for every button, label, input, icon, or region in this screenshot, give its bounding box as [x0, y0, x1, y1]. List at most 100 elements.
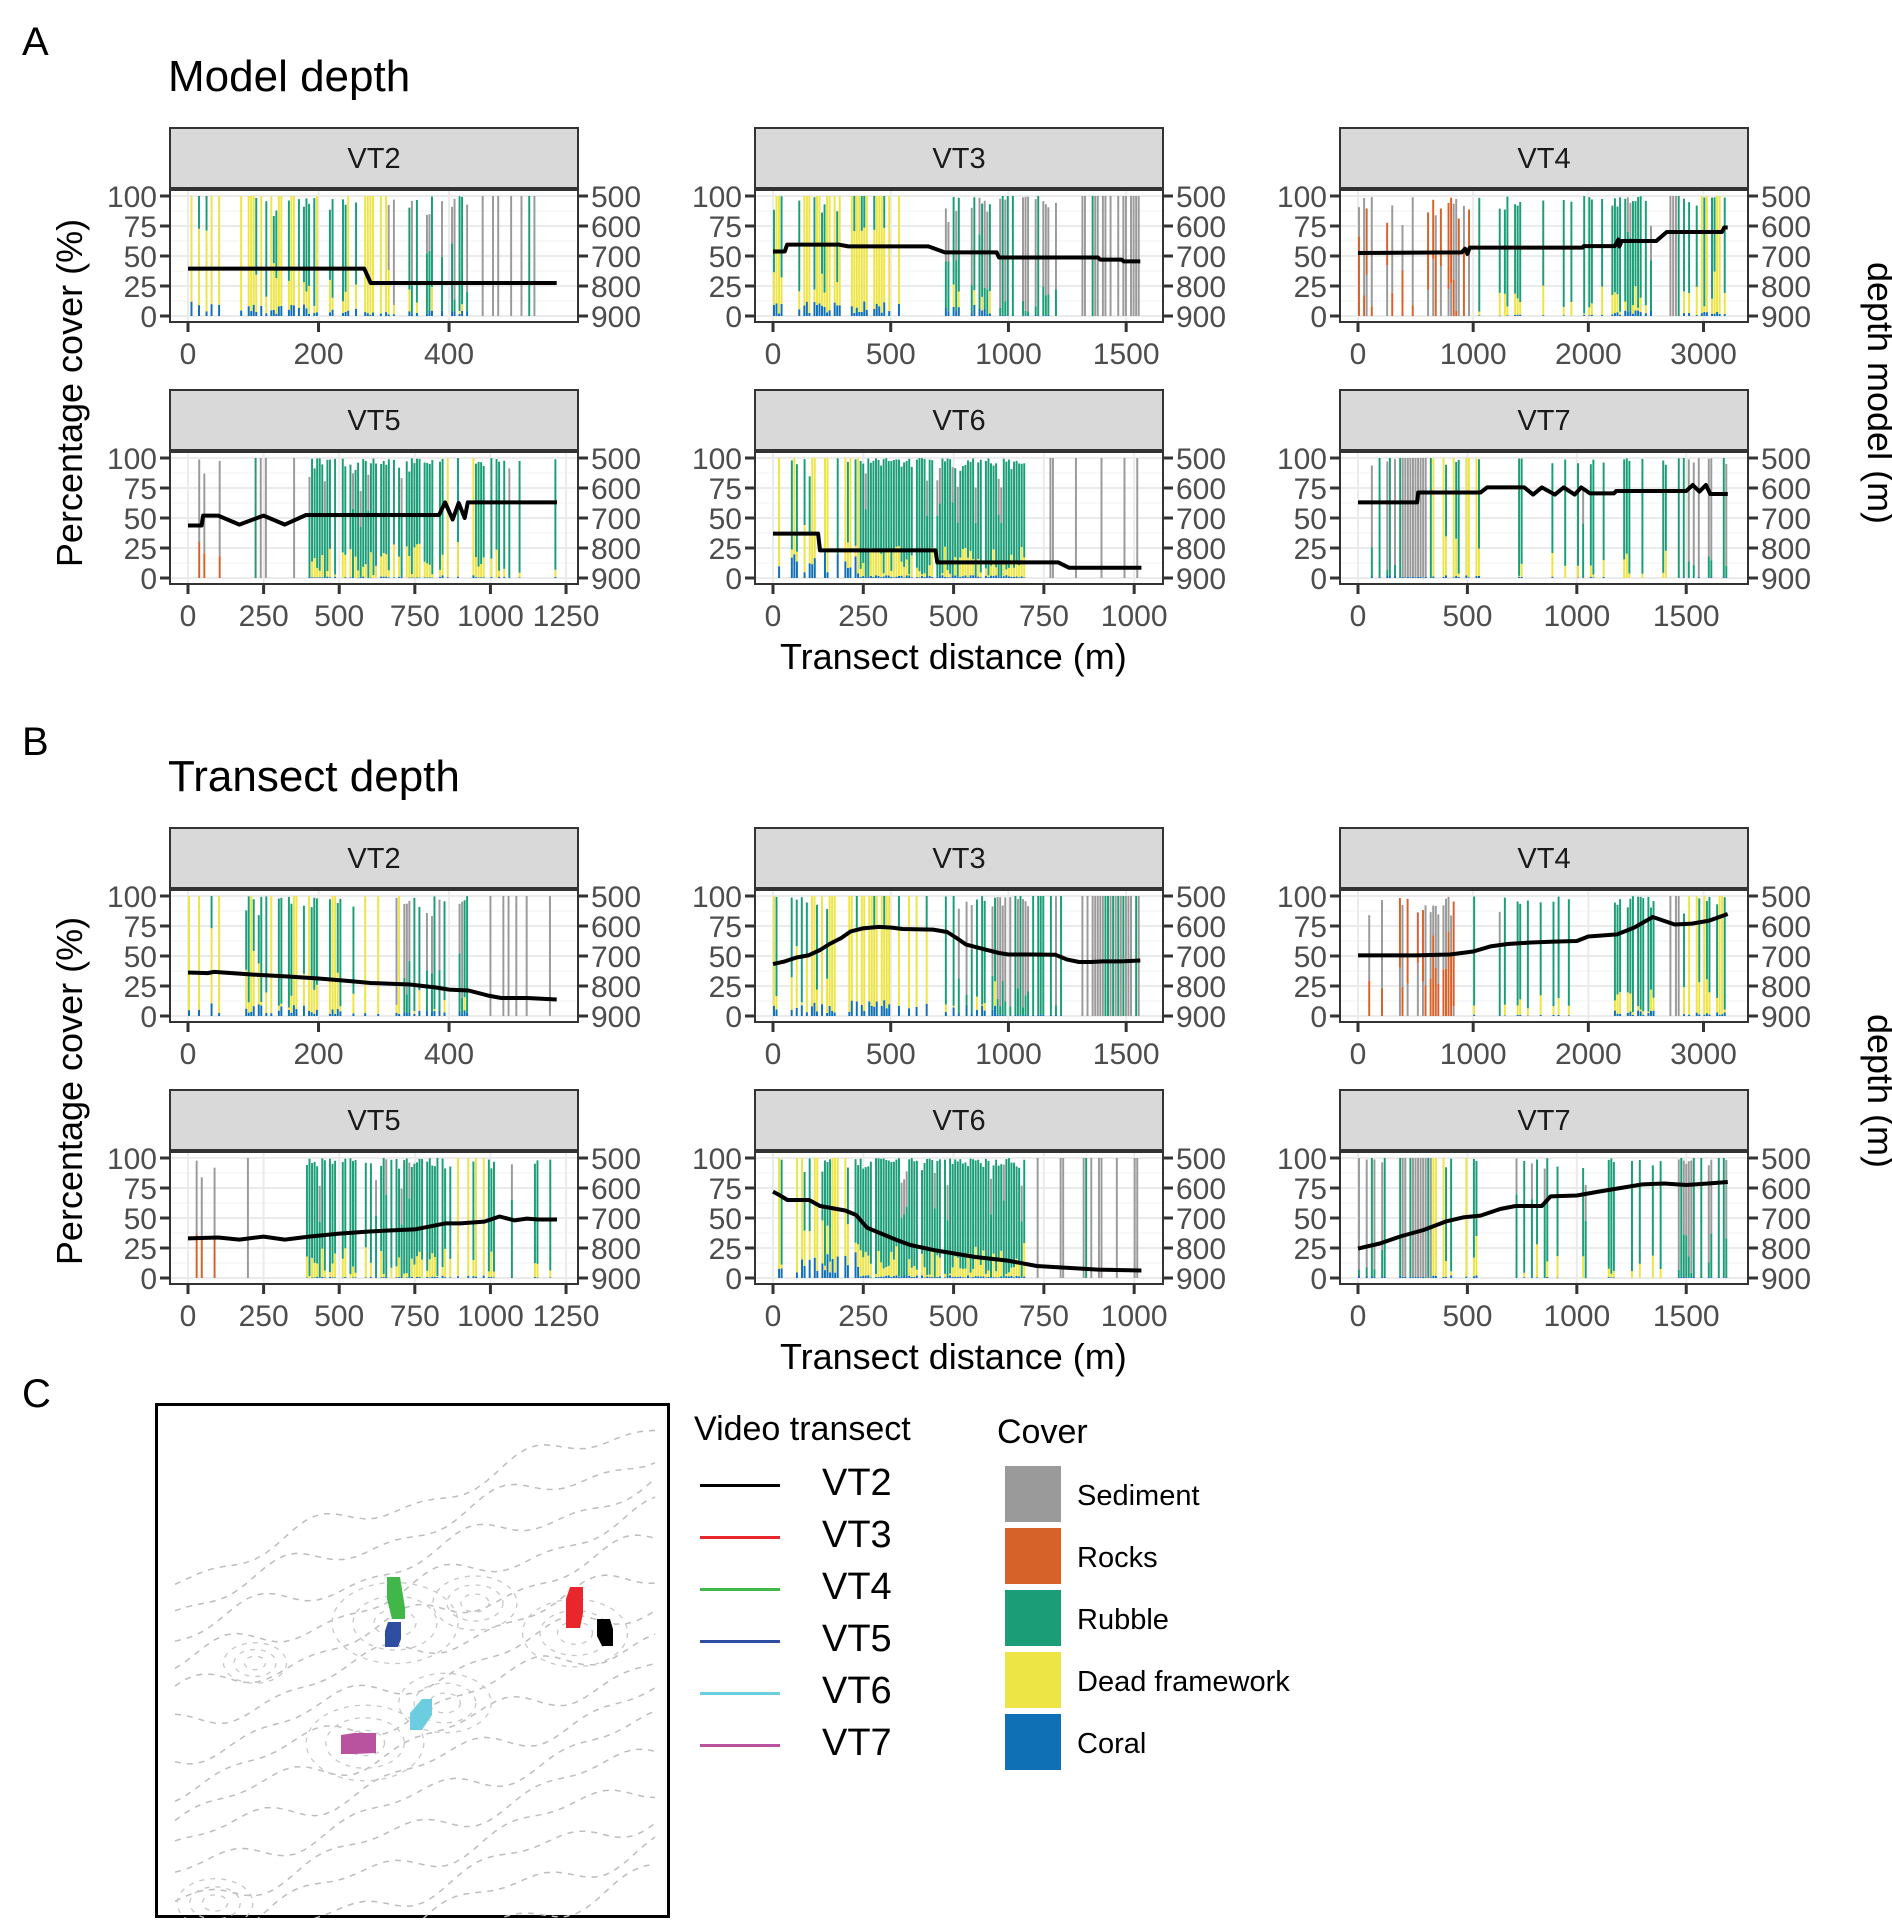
cover-bar-coral — [947, 311, 950, 316]
cover-bar-coral — [461, 1014, 464, 1016]
cover-bar-dead-framework — [885, 551, 888, 576]
cover-bar-rubble — [480, 462, 483, 564]
cover-bar-dead-framework — [921, 1253, 923, 1276]
y-tick-label: 75 — [124, 211, 157, 244]
y2-tick-label: 800 — [1761, 533, 1811, 566]
cover-bar-rubble — [1373, 1269, 1376, 1277]
cover-bar-coral — [1536, 1277, 1539, 1278]
cover-bar-coral — [990, 575, 992, 578]
cover-bar-dead-framework — [385, 196, 388, 313]
cover-bar-coral — [292, 305, 295, 316]
cover-bar-coral — [882, 576, 885, 578]
cover-bar-dead-framework — [1455, 538, 1458, 576]
cover-bar-dead-framework — [833, 896, 836, 1013]
x-tick-label: 0 — [765, 1300, 782, 1333]
cover-bar-coral — [858, 312, 861, 316]
cover-bar-rubble — [433, 1166, 436, 1258]
cover-bar-rubble — [1002, 1200, 1005, 1278]
cover-bar-coral — [1725, 1277, 1728, 1278]
cover-bar-coral — [1427, 1277, 1430, 1278]
cover-bar-rubble — [453, 299, 456, 312]
cover-bar-coral — [339, 1011, 342, 1016]
cover-bar-coral — [334, 1277, 337, 1278]
cover-bar-rubble — [438, 969, 441, 1011]
cover-bar-coral — [844, 561, 847, 578]
cover-bar-sediment — [1677, 896, 1680, 1016]
cover-bar-rubble — [1005, 461, 1008, 570]
cover-bar-rubble — [1677, 196, 1680, 316]
cover-bar-coral — [1722, 577, 1725, 578]
cover-bar-rubble — [1700, 1158, 1703, 1278]
cover-bar-coral — [1399, 1275, 1402, 1278]
cover-bar-coral — [1401, 577, 1404, 578]
cover-bar-coral — [533, 1277, 536, 1278]
cover-bar-rubble — [1577, 463, 1579, 566]
cover-bar-dead-framework — [475, 1158, 477, 1277]
facet-strip-label: VT2 — [347, 843, 400, 875]
cover-bar-coral — [773, 1005, 775, 1016]
cover-bar-rubble — [1455, 461, 1458, 539]
cover-bar-rubble — [990, 1214, 992, 1278]
legend-title-cover: Cover — [997, 1413, 1088, 1451]
cover-bar-coral — [367, 577, 370, 579]
y2-tick-label: 700 — [591, 503, 641, 536]
cover-bar-sediment — [1082, 1158, 1085, 1278]
cover-bar-rubble — [936, 1161, 939, 1256]
cover-bar-dead-framework — [1700, 196, 1703, 314]
cover-bar-coral — [313, 1013, 316, 1016]
cover-bar-rubble — [369, 1163, 372, 1263]
cover-bar-dead-framework — [808, 1231, 811, 1260]
cover-bar-rubble — [1616, 904, 1619, 995]
cover-bar-rubble — [1054, 289, 1057, 316]
cover-bar-coral — [1683, 1014, 1685, 1016]
cover-bar-coral — [475, 1276, 477, 1278]
cover-bar-rubble — [1582, 523, 1585, 578]
cover-bar-dead-framework — [431, 574, 434, 578]
cover-bar-dead-framework — [1018, 1261, 1021, 1277]
cover-bar-dead-framework — [1478, 548, 1480, 576]
cover-bar-rubble — [1629, 898, 1632, 994]
cover-bar-rubble — [1642, 898, 1645, 1012]
cover-bar-rubble — [1552, 901, 1555, 1007]
cover-bar-rubble — [554, 459, 557, 570]
cover-bar-coral — [793, 554, 796, 578]
legend-line-swatch — [700, 1692, 780, 1695]
cover-bar-dead-framework — [1631, 1012, 1634, 1015]
cover-bar-rubble — [875, 1158, 877, 1275]
cover-bar-rubble — [1703, 197, 1706, 307]
facet-strip — [169, 1089, 579, 1151]
legend-item-label: VT3 — [822, 1514, 892, 1556]
cover-bar-dead-framework — [773, 272, 775, 305]
cover-bar-sediment — [461, 901, 464, 998]
y-tick-label: 0 — [140, 301, 157, 334]
cover-bar-rubble — [1677, 458, 1680, 578]
cover-bar-sediment — [1697, 458, 1700, 577]
cover-bar-sediment — [548, 896, 551, 1016]
cover-bar-rubble — [1716, 904, 1719, 998]
cover-bar-coral — [818, 303, 821, 316]
cover-bar-dead-framework — [1703, 306, 1706, 312]
cover-bar-coral — [828, 1005, 831, 1016]
cover-bar-coral — [272, 309, 275, 316]
x-tick-label: 500 — [314, 1300, 364, 1333]
cover-bar-dead-framework — [495, 549, 498, 578]
cover-bar-coral — [1445, 1276, 1448, 1278]
cover-bar-dead-framework — [808, 534, 811, 564]
cover-bar-coral — [1414, 1277, 1417, 1278]
cover-bar-rubble — [1619, 197, 1622, 312]
cover-bar-coral — [400, 1277, 403, 1278]
cover-bar-coral — [808, 563, 811, 578]
cover-bar-coral — [1417, 576, 1420, 578]
cover-bar-rubble — [1590, 199, 1593, 304]
cover-bar-coral — [790, 557, 793, 578]
map-patch-vt4 — [387, 1577, 405, 1619]
cover-bar-dead-framework — [431, 1253, 434, 1277]
cover-bar-dead-framework — [302, 973, 305, 1006]
cover-bar-coral — [970, 313, 973, 316]
cover-bar-coral — [815, 304, 818, 316]
cover-bar-coral — [1406, 576, 1409, 578]
cover-bar-rubble — [836, 458, 839, 555]
cover-bar-sediment — [1629, 202, 1632, 238]
cover-bar-rocks — [1401, 986, 1404, 1016]
y2-tick-label: 700 — [591, 1203, 641, 1236]
